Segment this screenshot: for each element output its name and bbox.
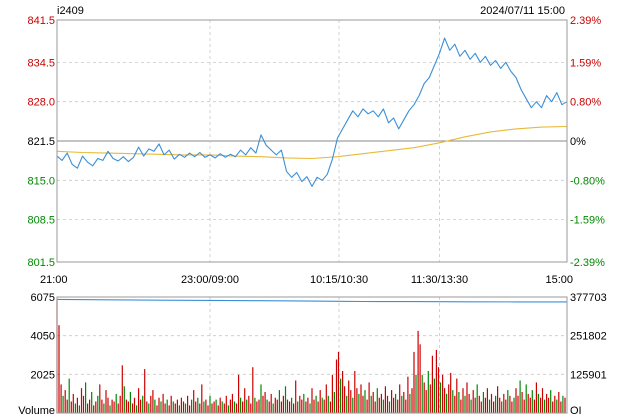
price-panel-frame [56,19,568,263]
average-price-line [56,125,568,160]
volume-tick-label: Volume [18,405,55,417]
open-interest-tick-label: 125901 [570,369,607,381]
volume-tick-label: 2025 [31,369,55,381]
volume-bars [56,300,566,413]
time-tick-label: 21:00 [40,274,68,286]
open-interest-line [56,298,567,303]
symbol-label: i2409 [57,5,84,17]
price-tick-label: 801.5 [27,257,55,269]
percent-tick-label: 0.80% [570,97,601,109]
price-tick-label: 828.0 [27,97,55,109]
percent-tick-label: 1.59% [570,57,601,69]
time-tick-label: 11:30/13:30 [411,274,468,286]
open-interest-tick-label: OI [570,405,582,417]
price-line [56,37,568,187]
price-tick-label: 841.5 [27,15,55,27]
average-price-series [56,125,568,160]
percent-tick-label: -1.59% [570,215,605,227]
time-axis-labels: 21:00 23:00/09:00 10:15/10:30 11:30/13:30 15… [40,274,573,286]
price-grid [57,19,567,263]
volume-panel-frame [56,296,568,414]
volume-axis-labels: 6075 4050 2025 Volume [18,292,55,417]
price-axis-labels: 841.5 834.5 828.0 821.5 815.0 808.5 801.5 [27,15,55,269]
price-tick-label: 815.0 [27,175,55,187]
volume-tick-label: 6075 [31,292,55,304]
price-tick-label: 808.5 [27,215,55,227]
time-tick-label: 23:00/09:00 [181,274,239,286]
volume-tick-label: 4050 [31,331,55,343]
percent-axis-labels: 2.39% 1.59% 0.80% 0% -0.80% -1.59% -2.39% [570,15,605,269]
price-series [56,37,568,187]
open-interest-series [56,298,567,303]
percent-tick-label: -2.39% [570,257,605,269]
open-interest-tick-label: 251802 [570,331,607,343]
price-tick-label: 834.5 [27,57,55,69]
time-tick-label: 10:15/10:30 [310,274,368,286]
datetime-label: 2024/07/11 15:00 [480,5,565,17]
percent-tick-label: 2.39% [570,15,601,27]
open-interest-axis-labels: 377703 251802 125901 OI [570,292,607,417]
percent-tick-label: -0.80% [570,175,605,187]
time-tick-label: 15:00 [545,274,573,286]
price-tick-label: 821.5 [27,136,55,148]
open-interest-tick-label: 377703 [570,292,607,304]
percent-tick-label: 0% [570,136,586,148]
